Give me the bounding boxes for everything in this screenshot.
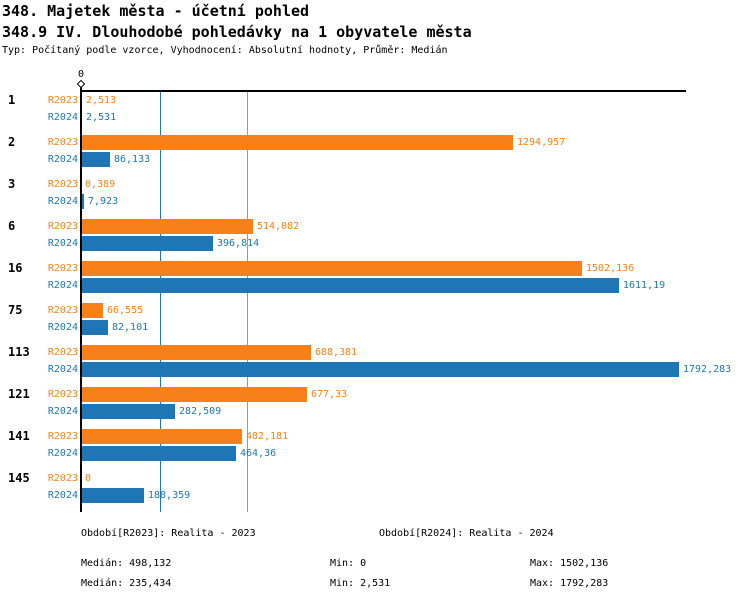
zero-tick-marker xyxy=(76,79,86,89)
bar-value-label: 7,923 xyxy=(88,196,119,207)
stat-median-r2023: Medián: 498,132 xyxy=(81,558,172,569)
series-row-label-r2024: R2024 xyxy=(47,196,78,207)
bar-value-label: 396,814 xyxy=(217,238,260,249)
bar-r2024 xyxy=(81,278,619,293)
bar-value-label: 514,082 xyxy=(257,221,300,232)
stat-max-r2024: Max: 1792,283 xyxy=(530,578,609,589)
series-row-label-r2024: R2024 xyxy=(47,154,78,165)
series-row-label-r2023: R2023 xyxy=(47,179,78,190)
bar-r2023 xyxy=(81,387,307,402)
series-row-label-r2024: R2024 xyxy=(47,364,78,375)
bar-value-label: 464,36 xyxy=(240,448,277,459)
bar-value-label: 1611,19 xyxy=(623,280,666,291)
series-row-label-r2024: R2024 xyxy=(47,238,78,249)
category-label: 2 xyxy=(8,135,16,149)
x-axis-line xyxy=(81,90,686,92)
bar-value-label: 677,33 xyxy=(311,389,348,400)
series-row-label-r2023: R2023 xyxy=(47,389,78,400)
bar-value-label: 0,389 xyxy=(85,179,116,190)
category-label: 6 xyxy=(8,219,16,233)
series-row-label-r2023: R2023 xyxy=(47,473,78,484)
chart-subtitle: Typ: Počítaný podle vzorce, Vyhodnocení:… xyxy=(2,45,448,56)
gridline-median-R2024 xyxy=(160,92,161,512)
legend-r2023: Období[R2023]: Realita - 2023 xyxy=(81,528,256,539)
report-title: 348. Majetek města - účetní pohled xyxy=(2,2,310,20)
indicator-title: 348.9 IV. Dlouhodobé pohledávky na 1 oby… xyxy=(2,23,472,41)
bar-value-label: 688,381 xyxy=(315,347,358,358)
category-label: 3 xyxy=(8,177,16,191)
stat-min-r2023: Min: 0 xyxy=(330,558,367,569)
bar-r2023 xyxy=(81,135,513,150)
series-row-label-r2024: R2024 xyxy=(47,112,78,123)
series-row-label-r2023: R2023 xyxy=(47,137,78,148)
bar-value-label: 0 xyxy=(85,473,92,484)
x-axis-zero-label: 0 xyxy=(77,69,85,80)
bar-value-label: 1792,283 xyxy=(683,364,732,375)
series-row-label-r2024: R2024 xyxy=(47,322,78,333)
bar-r2024 xyxy=(81,488,144,503)
bar-r2024 xyxy=(81,446,236,461)
zero-axis-line xyxy=(80,87,82,512)
series-row-label-r2023: R2023 xyxy=(47,263,78,274)
series-row-label-r2024: R2024 xyxy=(47,406,78,417)
series-row-label-r2024: R2024 xyxy=(47,280,78,291)
bar-value-label: 2,513 xyxy=(86,95,117,106)
category-label: 75 xyxy=(8,303,23,317)
category-label: 121 xyxy=(8,387,30,401)
bar-value-label: 1502,136 xyxy=(586,263,635,274)
category-label: 1 xyxy=(8,93,16,107)
bar-r2023 xyxy=(81,345,311,360)
bar-value-label: 2,531 xyxy=(86,112,117,123)
bar-value-label: 1294,957 xyxy=(517,137,566,148)
stat-median-r2024: Medián: 235,434 xyxy=(81,578,172,589)
bar-r2024 xyxy=(81,194,84,209)
bar-r2024 xyxy=(81,152,110,167)
bar-value-label: 82,101 xyxy=(112,322,149,333)
series-row-label-r2023: R2023 xyxy=(47,347,78,358)
series-row-label-r2024: R2024 xyxy=(47,490,78,501)
bar-value-label: 188,359 xyxy=(148,490,191,501)
series-row-label-r2023: R2023 xyxy=(47,305,78,316)
series-row-label-r2023: R2023 xyxy=(47,221,78,232)
category-label: 16 xyxy=(8,261,23,275)
bar-r2024 xyxy=(81,404,175,419)
category-label: 113 xyxy=(8,345,30,359)
bar-value-label: 66,555 xyxy=(107,305,144,316)
stat-min-r2024: Min: 2,531 xyxy=(330,578,391,589)
bar-r2024 xyxy=(81,236,213,251)
series-row-label-r2023: R2023 xyxy=(47,431,78,442)
category-label: 145 xyxy=(8,471,30,485)
bar-r2023 xyxy=(81,219,253,234)
bar-value-label: 482,181 xyxy=(246,431,289,442)
series-row-label-r2023: R2023 xyxy=(47,95,78,106)
gridline-median-R2023 xyxy=(247,92,248,512)
bar-r2024 xyxy=(81,320,108,335)
category-label: 141 xyxy=(8,429,30,443)
bar-value-label: 282,509 xyxy=(179,406,222,417)
bar-r2023 xyxy=(81,303,103,318)
stat-max-r2023: Max: 1502,136 xyxy=(530,558,609,569)
bar-r2023 xyxy=(81,429,242,444)
bar-r2024 xyxy=(81,362,679,377)
bar-value-label: 86,133 xyxy=(114,154,151,165)
legend-r2024: Období[R2024]: Realita - 2024 xyxy=(379,528,554,539)
series-row-label-r2024: R2024 xyxy=(47,448,78,459)
bar-r2023 xyxy=(81,261,582,276)
